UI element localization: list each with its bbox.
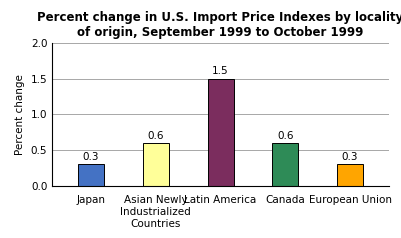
Bar — [208, 79, 233, 186]
Y-axis label: Percent change: Percent change — [15, 74, 25, 155]
Bar — [143, 143, 169, 186]
Text: 0.3: 0.3 — [342, 152, 358, 162]
Title: Percent change in U.S. Import Price Indexes by locality
of origin, September 199: Percent change in U.S. Import Price Inde… — [37, 11, 401, 39]
Bar — [337, 164, 363, 186]
Bar — [78, 164, 104, 186]
Text: 0.6: 0.6 — [148, 131, 164, 141]
Text: 1.5: 1.5 — [212, 66, 229, 76]
Text: 0.3: 0.3 — [83, 152, 99, 162]
Bar — [272, 143, 298, 186]
Text: 0.6: 0.6 — [277, 131, 294, 141]
